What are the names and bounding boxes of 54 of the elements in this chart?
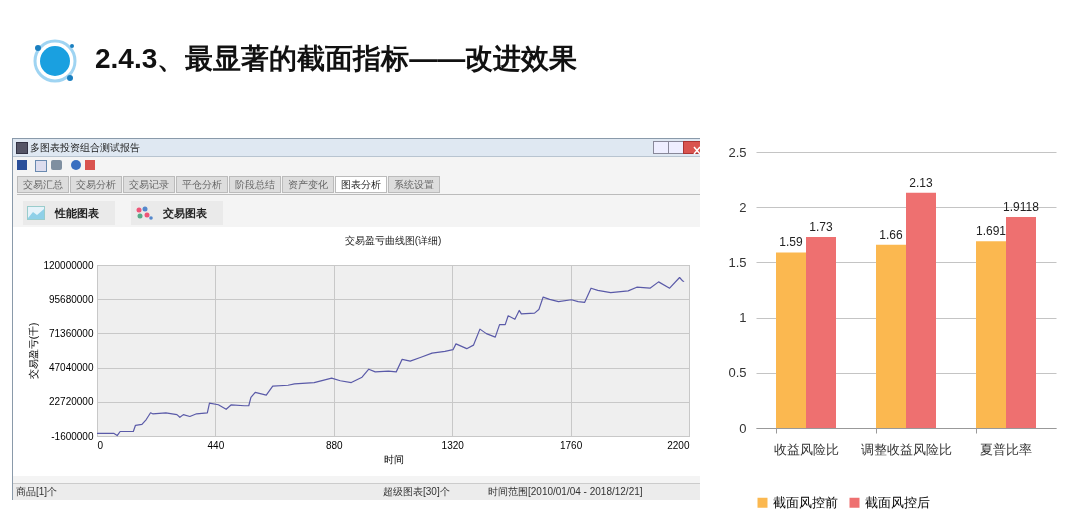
text: 商品[1]个 [16, 485, 58, 499]
text: 交易图表 [163, 206, 207, 221]
bar [906, 192, 936, 428]
data-label: 1.691 [975, 224, 1007, 239]
data-label: 2.13 [909, 175, 933, 190]
bar [806, 237, 836, 428]
y-tick-label: 95680000 [49, 293, 94, 305]
x-tick-label: 1320 [441, 439, 465, 451]
text: 性能图表 [55, 206, 99, 221]
data-label: 1.73 [809, 220, 833, 235]
data-label: 1.9118 [1003, 199, 1040, 214]
x-axis-title: 时间 [383, 453, 404, 465]
bar [976, 241, 1006, 428]
bar [876, 244, 906, 428]
text: 2.4.3、最显著的截面指标——改进效果 [95, 42, 578, 76]
text: 时间范围[2010/01/04 - 2018/12/21] [488, 485, 643, 499]
x-tick-label: 2200 [667, 439, 690, 451]
x-tick-label: 440 [207, 439, 225, 451]
text: 交易分析 [70, 176, 122, 193]
bar [1006, 216, 1036, 428]
y-tick-label: 120000000 [43, 259, 94, 271]
text: 阶段总结 [229, 176, 281, 193]
x-tick-label: 调整收益风险比 [860, 441, 952, 457]
legend-label: 截面风控后 [865, 494, 930, 510]
x-tick-label: 夏普比率 [980, 441, 1032, 457]
y-tick-label: 47040000 [49, 362, 94, 374]
text: 超级图表[30]个 [383, 485, 450, 499]
y-tick-label: 71360000 [49, 327, 94, 339]
text: 交易汇总 [17, 176, 69, 193]
x-tick-label: 1760 [559, 439, 583, 451]
y-tick-label: 2 [739, 199, 747, 215]
legend-label: 截面风控前 [773, 494, 838, 510]
text: 图表分析 [335, 176, 387, 193]
text: 平仓分析 [176, 176, 228, 193]
y-tick-label: 1 [739, 310, 747, 326]
y-tick-label: 2.5 [728, 144, 747, 160]
x-tick-label: 0 [97, 439, 104, 451]
x-tick-label: 880 [325, 439, 344, 451]
text: 资产变化 [282, 176, 334, 193]
y-tick-label: 1.5 [728, 254, 747, 270]
y-axis-title: 交易盈亏(千) [28, 322, 40, 380]
y-tick-label: -1600000 [51, 430, 94, 442]
text: 系统设置 [388, 176, 440, 193]
y-tick-label: 0.5 [728, 365, 747, 381]
x-tick-label: 收益风险比 [773, 441, 839, 457]
data-label: 1.59 [779, 235, 803, 250]
text: 多图表投资组合测试报告 [30, 141, 140, 155]
text: 交易记录 [123, 176, 175, 193]
y-tick-label: 22720000 [49, 396, 94, 408]
line-series [96, 276, 685, 437]
data-label: 1.66 [879, 227, 903, 242]
y-tick-label: 0 [739, 420, 747, 436]
bar [776, 252, 806, 428]
chart-title: 交易盈亏曲线图(详细) [344, 235, 442, 246]
